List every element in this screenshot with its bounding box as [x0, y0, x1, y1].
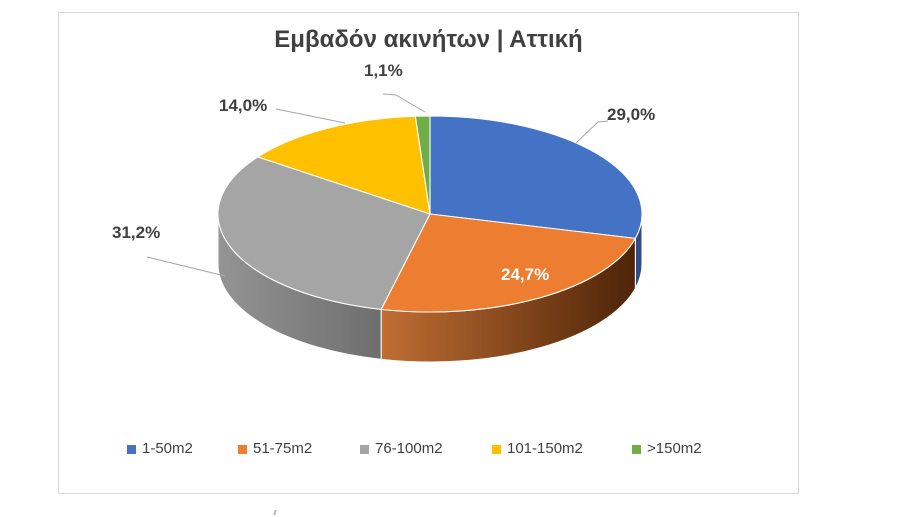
legend-marker-4: [632, 445, 641, 454]
pie-top-slices: [217, 115, 643, 313]
chart-legend: 1-50m2 51-75m2 76-100m2 101-150m2 >150m2: [58, 440, 799, 462]
data-label-gt150m2: 1,1%: [364, 61, 403, 80]
legend-label-3: 101-150m2: [507, 440, 583, 457]
pie-slice-51-75m2: [380, 213, 636, 313]
legend-marker-3: [492, 445, 501, 454]
leader-line-76-100m2: [146, 256, 226, 277]
legend-label-1: 51-75m2: [253, 440, 313, 457]
legend-item-76-100m2: 76-100m2: [360, 440, 443, 458]
data-label-101-150m2: 14,0%: [219, 96, 268, 115]
leader-line-1-50m2: [575, 120, 609, 144]
leader-lines: [146, 93, 609, 277]
legend-item-51-75m2: 51-75m2: [238, 440, 312, 458]
legend-item-gt150m2: >150m2: [632, 440, 702, 458]
pie-slice-101-150m2: [257, 115, 431, 215]
data-label-51-75m2: 24,7%: [501, 265, 550, 284]
data-label-1-50m2: 29,0%: [607, 105, 656, 124]
leader-line-101-150m2: [275, 108, 346, 124]
legend-marker-1: [238, 445, 247, 454]
legend-item-101-150m2: 101-150m2: [492, 440, 583, 458]
pie-slice-1-50m2: [429, 115, 643, 239]
legend-marker-0: [127, 445, 136, 454]
leader-line-gt150m2: [382, 93, 426, 113]
legend-label-0: 1-50m2: [142, 440, 193, 457]
legend-label-4: >150m2: [647, 440, 702, 457]
pie-slice-76-100m2: [217, 156, 431, 310]
pie-slice-150m2: [414, 115, 431, 215]
legend-marker-2: [360, 445, 369, 454]
legend-item-1-50m2: 1-50m2: [127, 440, 193, 458]
data-label-76-100m2: 31,2%: [112, 223, 161, 242]
legend-label-2: 76-100m2: [375, 440, 443, 457]
chart-title: Εμβαδόν ακινήτων | Αττική: [274, 26, 583, 53]
